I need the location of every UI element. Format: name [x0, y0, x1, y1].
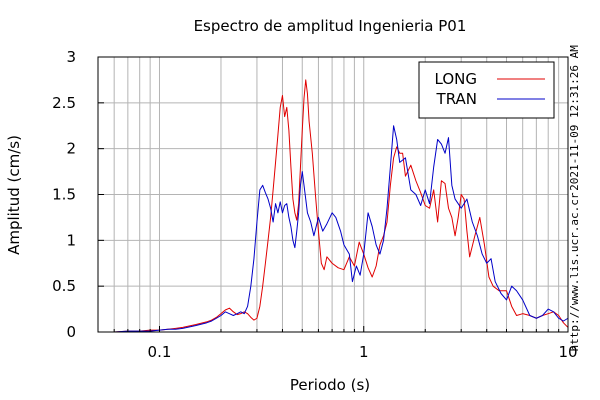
y-tick-label: 3 [66, 48, 76, 66]
x-tick-label: 1 [359, 343, 369, 361]
legend: LONG TRAN [418, 61, 555, 119]
series-line-tran [98, 125, 569, 333]
y-tick-label: 1 [66, 231, 76, 249]
y-tick-label: 2 [66, 140, 76, 158]
y-axis-title: Amplitud (cm/s) [5, 135, 23, 255]
series-group [98, 79, 569, 333]
legend-label-long: LONG [435, 70, 477, 88]
x-tick-label: 10 [558, 343, 577, 361]
y-tick-label: 2.5 [52, 94, 76, 112]
timestamp-label: 2021-11-09 12:31:26 AM [568, 45, 581, 191]
legend-box [418, 61, 555, 119]
x-tick-label: 0.1 [148, 343, 172, 361]
legend-label-tran: TRAN [436, 90, 477, 108]
y-tick-label: 0.5 [52, 277, 76, 295]
ticks: 0 0.5 1 1.5 2 2.5 3 0.1 1 10 [52, 48, 577, 361]
y-tick-label: 1.5 [52, 186, 76, 204]
series-line-long [98, 79, 569, 333]
chart-title: Espectro de amplitud Ingenieria P01 [194, 17, 467, 35]
x-axis-title: Periodo (s) [290, 376, 370, 394]
source-url-label: http://www.lis.ucr.ac.cr [568, 192, 581, 351]
y-tick-label: 0 [66, 323, 76, 341]
